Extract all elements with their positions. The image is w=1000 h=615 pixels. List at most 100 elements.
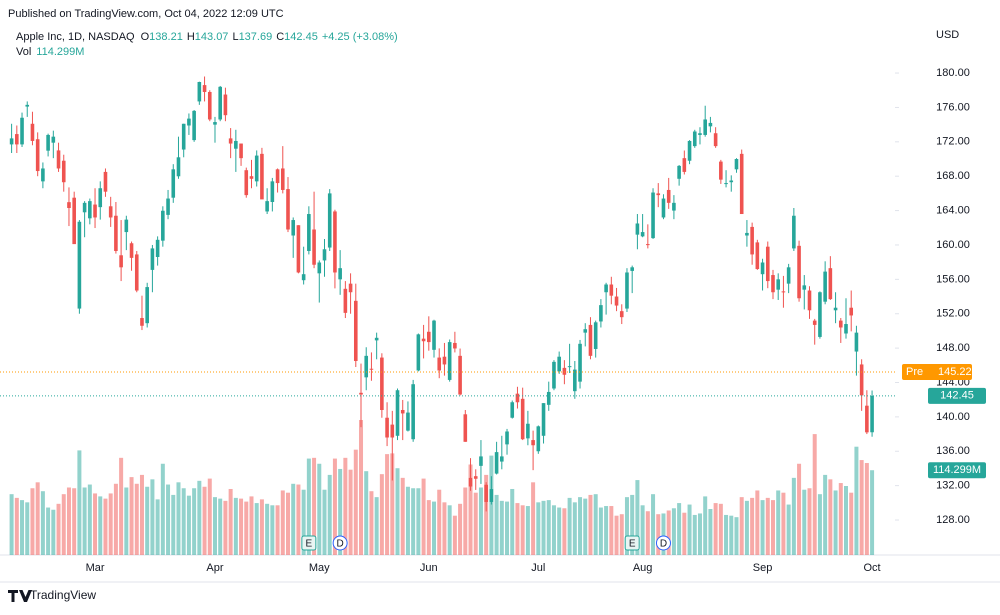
volume-bar — [176, 482, 181, 555]
candle-body — [802, 285, 807, 290]
volume-bar — [614, 515, 619, 555]
volume-bar — [536, 502, 541, 555]
candle-body — [400, 409, 405, 414]
candle-body — [588, 324, 593, 356]
volume-bar — [374, 497, 379, 555]
volume-bar — [46, 507, 51, 555]
candle-body — [807, 290, 812, 311]
volume-bar — [593, 494, 598, 555]
volume-bar — [765, 497, 770, 555]
candle-body — [536, 426, 541, 452]
volume-bar — [77, 450, 82, 555]
candle-body — [41, 168, 45, 182]
volume-bar — [432, 501, 437, 555]
pre-market-value: 145.22 — [938, 366, 972, 378]
legend-value: 138.21 — [149, 31, 183, 43]
x-tick-label: Apr — [206, 562, 223, 574]
candle-body — [77, 221, 82, 309]
candle-body — [489, 489, 494, 502]
volume-bar — [864, 463, 869, 555]
volume-bar — [755, 490, 760, 555]
volume-bar — [656, 514, 661, 555]
legend-prefix: C — [276, 31, 284, 43]
candle-body — [9, 138, 14, 145]
candle-body — [254, 155, 259, 182]
volume-bar — [687, 504, 692, 555]
candle-body — [197, 81, 202, 102]
volume-bar — [598, 507, 603, 555]
volume-bar — [103, 498, 108, 555]
volume-bar — [666, 510, 671, 555]
candle-body — [786, 267, 791, 284]
volume-bar — [400, 477, 405, 555]
y-tick-label: 160.00 — [936, 239, 970, 251]
volume-bar — [20, 500, 25, 555]
candle-body — [765, 246, 770, 282]
candle-body — [338, 268, 342, 280]
candle-body — [849, 307, 854, 316]
volume-bar — [619, 514, 624, 555]
volume-bar — [181, 488, 186, 555]
legend-prefix: H — [187, 31, 195, 43]
candle-body — [56, 150, 61, 169]
volume-bar — [145, 486, 150, 555]
candle-body — [187, 118, 191, 126]
candle-body — [505, 431, 509, 445]
candle-body — [797, 245, 801, 299]
volume-bar — [828, 479, 833, 555]
x-tick-label: Jun — [420, 562, 438, 574]
volume-bar — [578, 497, 583, 555]
candle-body — [218, 86, 222, 120]
candle-body — [792, 215, 796, 249]
candle-body — [651, 192, 655, 239]
volume-bar — [416, 488, 421, 555]
candle-body — [67, 202, 71, 209]
candle-body — [25, 104, 30, 107]
candle-body — [500, 456, 504, 462]
volume-bar — [546, 500, 551, 555]
candle-body — [82, 202, 87, 213]
volume-bar — [499, 500, 504, 555]
volume-bar — [14, 497, 19, 555]
candle-body — [119, 255, 123, 268]
candle-body — [176, 157, 181, 177]
volume-bar — [505, 501, 510, 555]
candle-body — [150, 248, 155, 270]
candle-body — [333, 211, 337, 273]
volume-bar — [385, 454, 390, 555]
x-tick-label: May — [309, 562, 330, 574]
volume-bar — [93, 493, 98, 555]
earnings-marker — [301, 535, 317, 551]
volume-bar — [494, 494, 499, 555]
volume-bar — [338, 468, 343, 555]
candle-body — [468, 477, 473, 487]
volume-bar — [364, 471, 369, 555]
candle-body — [698, 133, 702, 135]
candle-body — [734, 159, 739, 170]
candle-body — [171, 169, 176, 198]
candle-body — [192, 110, 196, 141]
x-tick-label: Oct — [864, 562, 881, 574]
candle-body — [432, 320, 436, 350]
candle-body — [134, 254, 139, 291]
candle-body — [275, 169, 280, 184]
x-tick-label: Aug — [633, 562, 653, 574]
volume-bar — [119, 457, 124, 555]
candle-body — [729, 180, 734, 183]
candle-body — [583, 329, 588, 333]
volume-bar — [25, 502, 30, 555]
volume-bar — [405, 486, 410, 555]
volume-bar — [510, 488, 515, 555]
x-tick-label: Mar — [86, 562, 105, 574]
volume-bar — [520, 505, 525, 555]
candle-body — [286, 189, 290, 230]
volume-bar — [572, 502, 577, 555]
last-price-value: 142.45 — [940, 390, 974, 402]
volume-bar — [359, 420, 364, 555]
pre-market-label: Pre — [906, 366, 923, 378]
volume-bar — [56, 503, 61, 555]
volume-bar — [270, 505, 275, 555]
volume-bar — [155, 499, 160, 555]
volume-bar — [239, 498, 244, 555]
candle-body — [348, 283, 353, 293]
